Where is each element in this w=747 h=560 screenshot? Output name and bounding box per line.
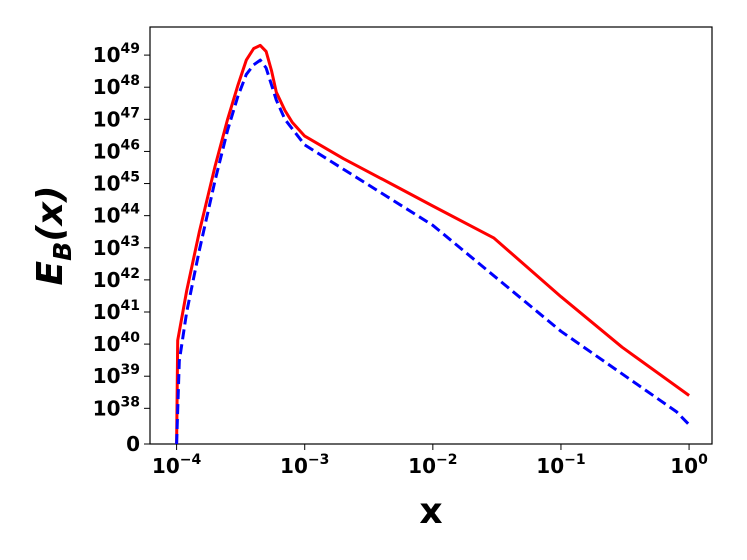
- y-tick-label: 1045: [93, 170, 140, 196]
- y-tick-label: 1040: [93, 330, 141, 356]
- data-line: [175, 43, 690, 445]
- y-tick-label: 1043: [93, 234, 140, 260]
- y-axis-label: EB(x): [30, 186, 77, 286]
- x-axis-label: x: [419, 491, 442, 532]
- y-tick-label: 1044: [93, 202, 141, 228]
- x-tick-label: 100: [670, 452, 708, 478]
- x-tick-label: 10−1: [536, 452, 585, 478]
- y-tick-label: 1048: [93, 73, 140, 99]
- y-tick-label: 1042: [93, 266, 140, 292]
- y-tick-label: 1039: [93, 362, 140, 388]
- data-line: [175, 58, 691, 445]
- plot-frame: [149, 26, 713, 445]
- y-tick-label: 1049: [93, 41, 140, 67]
- x-tick-label: 10−2: [408, 452, 457, 478]
- y-tick-label: 1046: [93, 137, 140, 163]
- y-tick-label: 1047: [93, 105, 140, 131]
- x-tick-label: 10−3: [280, 452, 329, 478]
- x-tick-label: 10−4: [152, 452, 202, 478]
- y-tick-label: 0: [126, 432, 140, 456]
- y-tick-label: 1038: [93, 394, 140, 420]
- y-tick-label: 1041: [93, 298, 140, 324]
